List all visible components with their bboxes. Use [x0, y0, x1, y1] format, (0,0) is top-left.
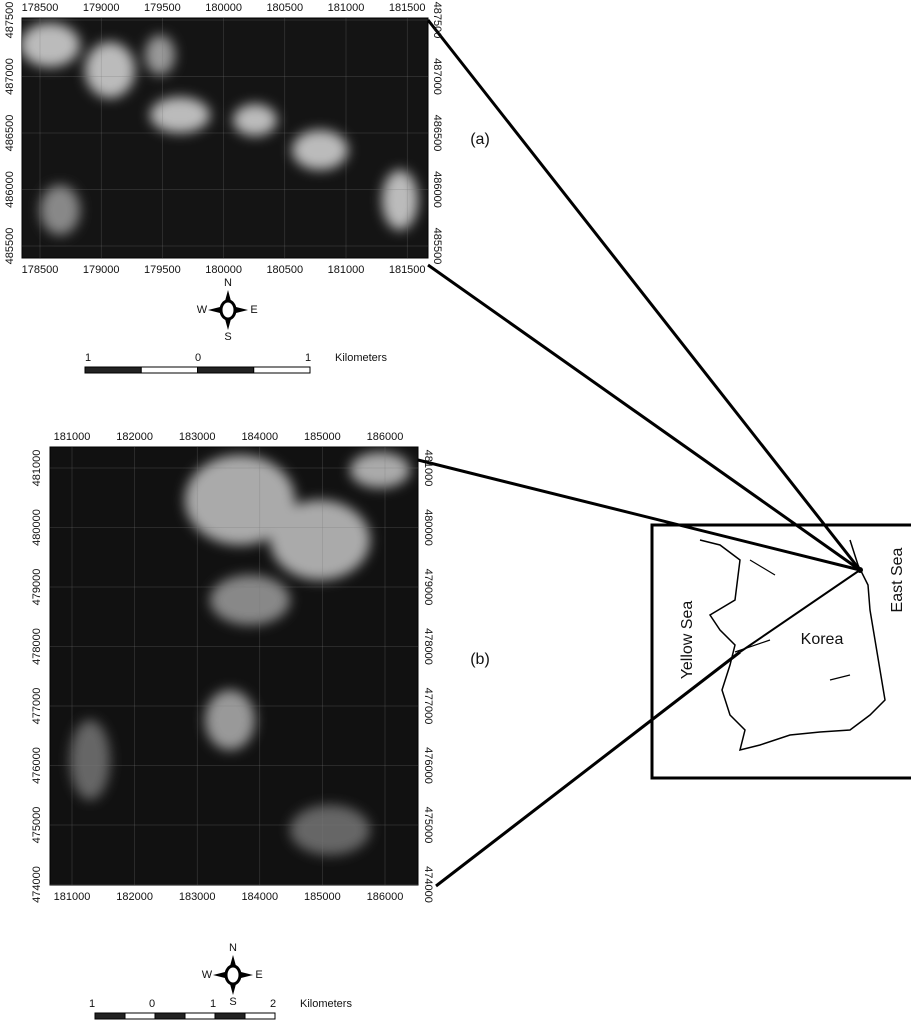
- scale-segment: [185, 1013, 215, 1019]
- compass-label: W: [202, 969, 213, 981]
- scale-segment: [95, 1013, 125, 1019]
- y-tick-label: 477000: [422, 688, 434, 725]
- sea-label: Yellow Sea: [679, 601, 696, 680]
- scale-segment: [155, 1013, 185, 1019]
- x-tick-label: 179500: [144, 2, 181, 14]
- scale-segment: [245, 1013, 275, 1019]
- y-tick-label: 485500: [431, 228, 443, 265]
- y-tick-label: 481000: [422, 450, 434, 487]
- y-tick-label: 480000: [31, 509, 43, 546]
- y-tick-label: 474000: [31, 866, 43, 903]
- country-label: Korea: [801, 631, 844, 648]
- sea-label: East Sea: [889, 547, 906, 612]
- y-tick-label: 487000: [4, 58, 16, 95]
- panel-label: (b): [470, 651, 490, 668]
- compass-label: E: [250, 304, 257, 316]
- scale-label: 0: [149, 998, 155, 1010]
- y-tick-label: 479000: [31, 569, 43, 606]
- x-tick-label: 184000: [241, 891, 278, 903]
- x-tick-label: 180500: [266, 264, 303, 276]
- y-tick-label: 479000: [422, 569, 434, 606]
- x-tick-label: 178500: [22, 2, 59, 14]
- y-tick-label: 475000: [31, 807, 43, 844]
- x-tick-label: 182000: [116, 891, 153, 903]
- compass-label: N: [229, 942, 237, 954]
- x-tick-label: 179000: [83, 264, 120, 276]
- scale-label: 0: [195, 352, 201, 364]
- x-tick-label: 185000: [304, 891, 341, 903]
- x-tick-label: 183000: [179, 891, 216, 903]
- scale-label: 2: [270, 998, 276, 1010]
- x-tick-label: 181000: [54, 891, 91, 903]
- y-tick-label: 477000: [31, 688, 43, 725]
- x-tick-label: 180000: [205, 264, 242, 276]
- x-tick-label: 181000: [328, 2, 365, 14]
- rivers: [735, 560, 850, 680]
- x-tick-label: 181000: [328, 264, 365, 276]
- y-tick-label: 487000: [431, 58, 443, 95]
- y-tick-label: 476000: [31, 747, 43, 784]
- y-tick-label: 487500: [4, 2, 16, 39]
- scale-segment: [254, 367, 310, 373]
- figure: Yellow Sea Korea East Sea (a) (b) 178500…: [0, 0, 911, 1024]
- x-tick-label: 178500: [22, 264, 59, 276]
- y-tick-label: 485500: [4, 228, 16, 265]
- scale-label: 1: [85, 352, 91, 364]
- connectors: [418, 20, 860, 886]
- x-tick-label: 181000: [54, 431, 91, 443]
- y-tick-label: 481000: [31, 450, 43, 487]
- x-tick-label: 185000: [304, 431, 341, 443]
- scale-unit: Kilometers: [335, 352, 387, 364]
- compass-label: W: [197, 304, 208, 316]
- x-tick-label: 180500: [266, 2, 303, 14]
- compass-ring: [221, 301, 235, 319]
- panel-label: (a): [470, 131, 490, 148]
- x-tick-label: 180000: [205, 2, 242, 14]
- compass-label: N: [224, 277, 232, 289]
- scale-segment: [215, 1013, 245, 1019]
- y-tick-label: 486000: [431, 171, 443, 208]
- x-tick-label: 181500: [389, 264, 426, 276]
- scale-label: 1: [89, 998, 95, 1010]
- x-tick-label: 186000: [367, 891, 404, 903]
- compass-label: S: [229, 996, 236, 1008]
- x-tick-label: 181500: [389, 2, 426, 14]
- scale-unit: Kilometers: [300, 998, 352, 1010]
- x-tick-label: 179000: [83, 2, 120, 14]
- compass-label: E: [255, 969, 262, 981]
- image-a: [22, 18, 428, 258]
- x-tick-label: 183000: [179, 431, 216, 443]
- scale-segment: [141, 367, 197, 373]
- x-tick-label: 186000: [367, 431, 404, 443]
- scale-label: 1: [210, 998, 216, 1010]
- y-tick-label: 478000: [31, 628, 43, 665]
- y-tick-label: 476000: [422, 747, 434, 784]
- scale-segment: [85, 367, 141, 373]
- compass-ring: [226, 966, 240, 984]
- scale-label: 1: [305, 352, 311, 364]
- y-tick-label: 474000: [422, 866, 434, 903]
- y-tick-label: 480000: [422, 509, 434, 546]
- y-tick-label: 487500: [431, 2, 443, 39]
- x-tick-label: 182000: [116, 431, 153, 443]
- y-tick-label: 486500: [4, 115, 16, 152]
- y-tick-label: 478000: [422, 628, 434, 665]
- x-tick-label: 184000: [241, 431, 278, 443]
- scale-segment: [198, 367, 254, 373]
- x-tick-label: 179500: [144, 264, 181, 276]
- compass-label: S: [224, 331, 231, 343]
- y-tick-label: 475000: [422, 807, 434, 844]
- y-tick-label: 486000: [4, 171, 16, 208]
- y-tick-label: 486500: [431, 115, 443, 152]
- site: [857, 567, 863, 573]
- scale-segment: [125, 1013, 155, 1019]
